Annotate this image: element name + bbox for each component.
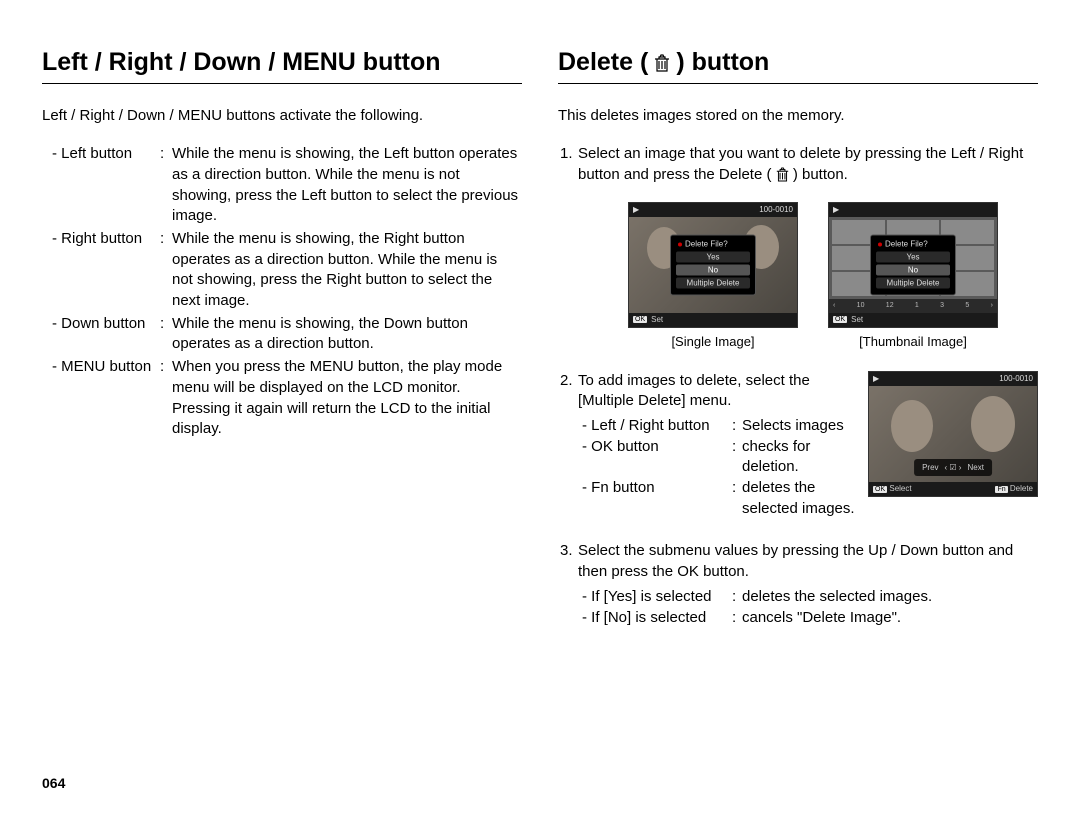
- dialog-opt-yes: Yes: [876, 251, 950, 262]
- dialog-opt-yes: Yes: [676, 251, 750, 262]
- def-row: - Down button : While the menu is showin…: [42, 314, 522, 355]
- shot-bottombar: OK Select Fn Delete: [869, 482, 1037, 496]
- def-desc: While the menu is showing, the Right but…: [172, 229, 522, 312]
- thumbnail-image-block: ▶ Delete File?: [828, 202, 998, 349]
- shot-caption: [Single Image]: [628, 334, 798, 349]
- ok-badge: OK: [833, 316, 847, 323]
- step-1: 1. Select an image that you want to dele…: [558, 144, 1038, 185]
- left-intro: Left / Right / Down / MENU buttons activ…: [42, 106, 522, 126]
- ok-badge: OK: [873, 486, 887, 493]
- def-desc: While the menu is showing, the Left butt…: [172, 144, 522, 227]
- single-image-block: ▶ 100-0010 Delete File? Yes No Multiple …: [628, 202, 798, 349]
- fn-badge: Fn: [995, 486, 1007, 493]
- def-row: - Left button : While the menu is showin…: [42, 144, 522, 227]
- image-counter: 100-0010: [999, 373, 1033, 384]
- dialog-opt-no: No: [676, 264, 750, 275]
- dialog-opt-no: No: [876, 264, 950, 275]
- def-row: - Right button : While the menu is showi…: [42, 229, 522, 312]
- def-term: - Left button: [42, 144, 160, 227]
- delete-dialog: Delete File? Yes No Multiple Delete: [670, 234, 756, 295]
- sub-row: - If [Yes] is selected : deletes the sel…: [578, 587, 1038, 608]
- single-image-shot: ▶ 100-0010 Delete File? Yes No Multiple …: [628, 202, 798, 328]
- dialog-opt-multi: Multiple Delete: [876, 277, 950, 288]
- trash-icon: [776, 167, 789, 182]
- multi-delete-shot: ▶ 100-0010 Prev ‹ ☑ › Next OK Select: [868, 371, 1038, 497]
- sub-row: - If [No] is selected : cancels "Delete …: [578, 608, 1038, 629]
- def-desc: When you press the MENU button, the play…: [172, 357, 522, 440]
- right-title: Delete ( ) button: [558, 48, 1038, 84]
- playback-icon: ▶: [633, 205, 639, 214]
- shot-caption: [Thumbnail Image]: [828, 334, 998, 349]
- page-number: 064: [42, 775, 65, 791]
- def-row: - MENU button : When you press the MENU …: [42, 357, 522, 440]
- def-desc: While the menu is showing, the Down butt…: [172, 314, 522, 355]
- right-intro: This deletes images stored on the memory…: [558, 106, 1038, 126]
- left-column: Left / Right / Down / MENU button Left /…: [42, 48, 522, 640]
- shot-topbar: ▶: [829, 203, 997, 217]
- playback-icon: ▶: [873, 373, 879, 384]
- shot-bottombar: OK Set: [829, 313, 997, 327]
- def-term: - Down button: [42, 314, 160, 355]
- sub-row: - Left / Right button : Selects images: [578, 416, 856, 437]
- prev-next-bar: Prev ‹ ☑ › Next: [914, 459, 992, 476]
- shot-numbar: ‹ 10 12 1 3 5 ›: [829, 299, 997, 313]
- shot-topbar: ▶ 100-0010: [869, 372, 1037, 386]
- step-3: 3. Select the submenu values by pressing…: [558, 541, 1038, 628]
- shot-topbar: ▶ 100-0010: [629, 203, 797, 217]
- def-term: - MENU button: [42, 357, 160, 440]
- screenshot-row: ▶ 100-0010 Delete File? Yes No Multiple …: [588, 202, 1038, 349]
- left-def-list: - Left button : While the menu is showin…: [42, 144, 522, 440]
- shot-bottombar: OK Set: [629, 313, 797, 327]
- sub-row: - OK button : checks for deletion.: [578, 437, 856, 478]
- thumbnail-image-shot: ▶ Delete File?: [828, 202, 998, 328]
- ok-badge: OK: [633, 316, 647, 323]
- delete-dialog: Delete File? Yes No Multiple Delete: [870, 234, 956, 295]
- trash-icon: [654, 54, 670, 72]
- image-counter: 100-0010: [759, 205, 793, 214]
- dialog-opt-multi: Multiple Delete: [676, 277, 750, 288]
- playback-icon: ▶: [833, 205, 839, 214]
- def-term: - Right button: [42, 229, 160, 312]
- step-2: 2. To add images to delete, select the […: [558, 371, 1038, 520]
- right-column: Delete ( ) button This deletes images st…: [558, 48, 1038, 640]
- left-title: Left / Right / Down / MENU button: [42, 48, 522, 84]
- sub-row: - Fn button : deletes the selected image…: [578, 478, 856, 519]
